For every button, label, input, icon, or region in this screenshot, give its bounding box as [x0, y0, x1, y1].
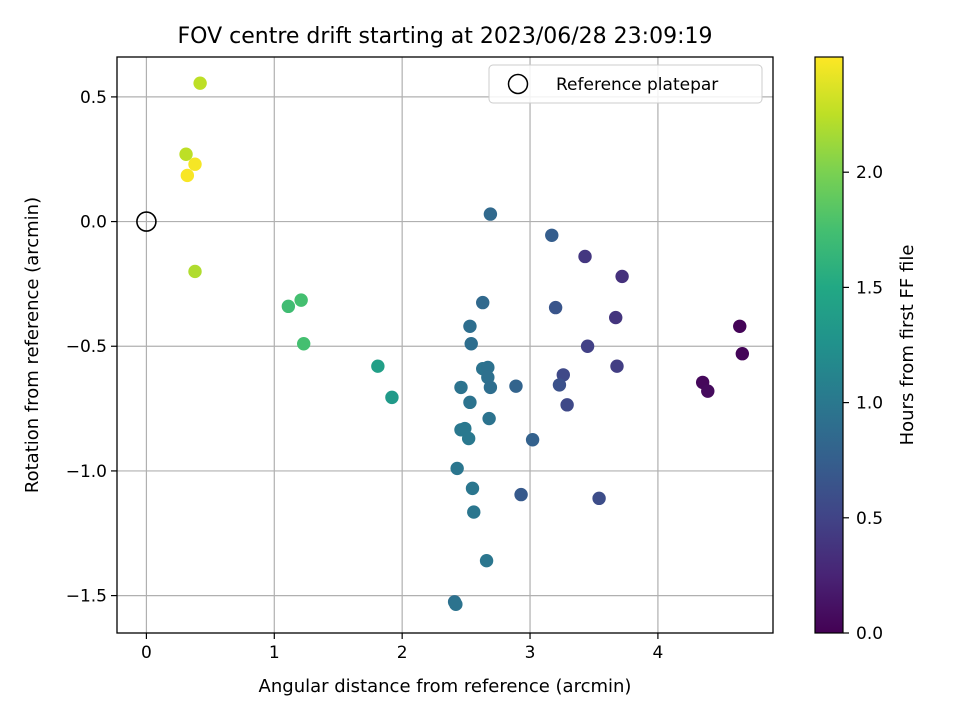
data-point-33 — [465, 481, 480, 496]
data-point-11 — [592, 491, 606, 506]
x-tick-label-4: 4 — [652, 643, 663, 663]
data-point-25 — [483, 380, 498, 395]
legend-box — [488, 64, 763, 104]
colorbar-tick-label-1: 0.5 — [856, 509, 883, 529]
data-point-5 — [578, 249, 592, 264]
data-point-38 — [385, 390, 399, 405]
data-point-26 — [454, 380, 468, 395]
data-point-31 — [461, 431, 476, 446]
colorbar: 0.0 0.5 1.0 1.5 2.0 Hours from first FF file — [814, 56, 918, 644]
legend-label-reference: Reference platepar — [556, 75, 718, 95]
colorbar-tick-label-3: 1.5 — [856, 278, 883, 298]
data-point-46 — [180, 168, 195, 183]
data-point-40 — [296, 337, 311, 351]
x-axis-ticks: 0 1 2 3 4 — [141, 633, 663, 663]
y-tick-label-4: −1.5 — [66, 587, 107, 607]
data-point-0 — [733, 319, 747, 333]
plot-frame — [116, 56, 774, 634]
data-point-10 — [560, 398, 574, 412]
x-tick-label-2: 2 — [397, 643, 408, 663]
data-point-16 — [525, 433, 540, 447]
y-tick-label-0: 0.5 — [80, 88, 107, 108]
data-point-14 — [545, 228, 559, 242]
data-point-43 — [188, 264, 202, 279]
data-point-1 — [735, 347, 750, 361]
colorbar-ticks: 0.0 0.5 1.0 1.5 2.0 — [843, 163, 883, 644]
data-point-23 — [481, 360, 495, 375]
data-point-19 — [476, 295, 490, 310]
legend-marker-reference — [507, 73, 529, 95]
grid — [117, 57, 773, 633]
data-point-13 — [548, 300, 563, 315]
data-point-4 — [615, 269, 629, 284]
data-point-41 — [281, 299, 296, 314]
colorbar-tick-label-4: 2.0 — [856, 163, 883, 183]
data-point-35 — [479, 553, 494, 568]
data-point-32 — [450, 461, 464, 476]
data-point-7 — [610, 359, 624, 373]
chart-title: FOV centre drift starting at 2023/06/28 … — [178, 24, 713, 49]
data-point-39 — [371, 359, 385, 373]
x-axis-label: Angular distance from reference (arcmin) — [259, 676, 632, 697]
reference-platepar-marker — [136, 211, 157, 232]
colorbar-tick-label-2: 1.0 — [856, 394, 883, 414]
data-point-28 — [482, 411, 496, 426]
data-point-3 — [701, 384, 715, 398]
colorbar-label: Hours from first FF file — [897, 245, 918, 446]
x-tick-label-0: 0 — [141, 643, 152, 663]
data-point-47 — [188, 157, 202, 171]
data-point-15 — [514, 487, 528, 502]
y-axis-ticks: 0.5 0.0 −0.5 −1.0 −1.5 — [66, 88, 117, 607]
y-axis-label: Rotation from reference (arcmin) — [22, 197, 43, 493]
y-tick-label-3: −1.0 — [66, 462, 107, 482]
data-point-42 — [294, 293, 308, 307]
data-point-20 — [464, 337, 478, 351]
data-point-12 — [552, 378, 567, 392]
data-point-17 — [509, 379, 523, 393]
colorbar-gradient — [815, 57, 843, 633]
colorbar-tick-label-0: 0.0 — [856, 624, 883, 644]
x-tick-label-3: 3 — [525, 643, 536, 663]
y-tick-label-1: 0.0 — [80, 213, 107, 233]
colorbar-frame — [814, 56, 844, 634]
data-point-8 — [580, 339, 595, 353]
data-points — [179, 76, 750, 612]
data-point-34 — [467, 505, 481, 519]
y-tick-label-2: −0.5 — [66, 337, 107, 357]
data-point-37 — [449, 597, 463, 612]
legend: Reference platepar — [488, 64, 763, 104]
x-tick-label-1: 1 — [269, 643, 280, 663]
data-point-21 — [463, 319, 477, 333]
data-point-6 — [609, 310, 623, 325]
data-point-45 — [193, 76, 207, 90]
data-point-44 — [179, 147, 193, 161]
data-point-27 — [463, 395, 477, 410]
reference-marker-group — [136, 211, 157, 232]
data-point-18 — [483, 207, 498, 221]
